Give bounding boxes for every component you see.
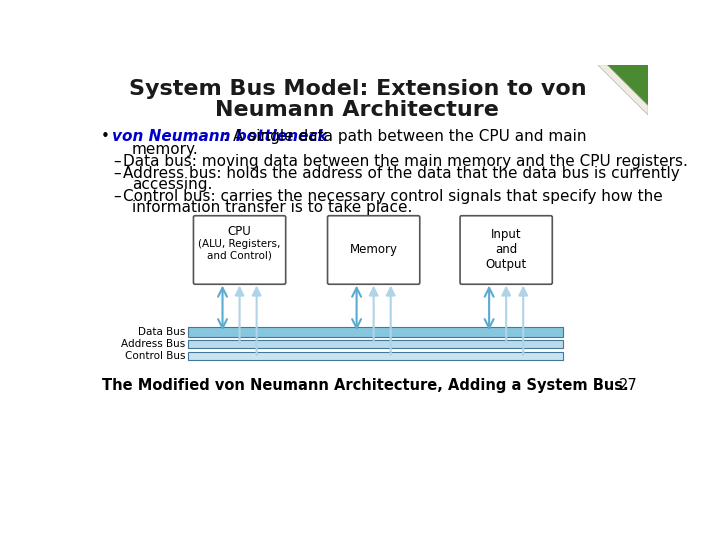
Bar — [189, 327, 563, 336]
Text: System Bus Model: Extension to von: System Bus Model: Extension to von — [129, 79, 586, 99]
Text: information transfer is to take place.: information transfer is to take place. — [132, 200, 413, 215]
FancyBboxPatch shape — [460, 215, 552, 284]
Bar — [189, 352, 563, 361]
Text: –: – — [113, 189, 121, 204]
Text: Address Bus: Address Bus — [121, 339, 185, 349]
Text: Input
and
Output: Input and Output — [485, 228, 527, 272]
Text: Address bus: holds the address of the data that the data bus is currently: Address bus: holds the address of the da… — [122, 166, 679, 181]
Text: : A single data path between the CPU and main: : A single data path between the CPU and… — [222, 130, 586, 145]
Text: von Neumann bottleneck: von Neumann bottleneck — [112, 130, 328, 145]
Text: (ALU, Registers,
and Control): (ALU, Registers, and Control) — [199, 239, 281, 260]
Text: •: • — [101, 130, 109, 145]
Text: Memory: Memory — [350, 244, 397, 256]
FancyBboxPatch shape — [194, 215, 286, 284]
Text: –: – — [113, 166, 121, 181]
Text: Neumann Architecture: Neumann Architecture — [215, 100, 499, 120]
FancyBboxPatch shape — [328, 215, 420, 284]
Text: CPU: CPU — [228, 225, 251, 238]
Polygon shape — [607, 65, 648, 106]
Text: Control bus: carries the necessary control signals that specify how the: Control bus: carries the necessary contr… — [122, 189, 662, 204]
Text: Data Bus: Data Bus — [138, 327, 185, 336]
Text: The Modified von Neumann Architecture, Adding a System Bus.: The Modified von Neumann Architecture, A… — [102, 378, 629, 393]
Text: memory.: memory. — [132, 142, 199, 157]
Text: 27: 27 — [619, 378, 638, 393]
Polygon shape — [598, 65, 648, 115]
Text: –: – — [113, 154, 121, 169]
Text: Control Bus: Control Bus — [125, 351, 185, 361]
Bar — [189, 340, 563, 348]
Text: accessing.: accessing. — [132, 177, 212, 192]
Polygon shape — [598, 65, 648, 115]
Text: Data bus: moving data between the main memory and the CPU registers.: Data bus: moving data between the main m… — [122, 154, 688, 169]
